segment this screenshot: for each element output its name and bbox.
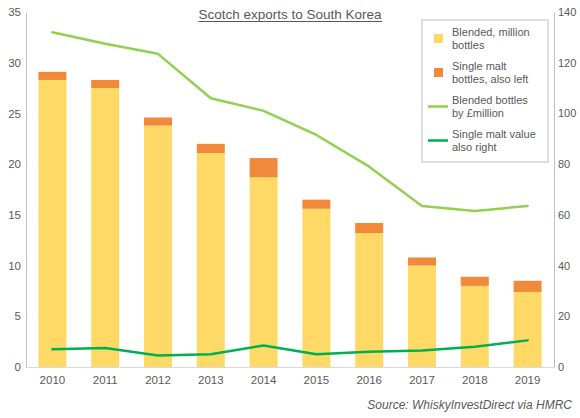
bar — [355, 223, 383, 233]
tick: 120 — [554, 57, 576, 69]
tick-label: 2015 — [304, 374, 330, 386]
y-axis-line — [26, 13, 27, 368]
tick-label: 100 — [558, 107, 576, 119]
legend-swatch — [428, 105, 448, 108]
legend: Blended, million bottles Single malt bott… — [422, 20, 548, 162]
legend-label: Blended bottles by £million — [452, 94, 531, 119]
tick: 30 — [8, 57, 26, 69]
tick: 2015 — [304, 367, 330, 386]
tick: 15 — [8, 209, 26, 221]
tick-label: 25 — [8, 108, 21, 120]
tick: 35 — [8, 6, 26, 18]
line — [52, 340, 527, 355]
bar — [197, 153, 225, 367]
tick-label: 2017 — [409, 374, 435, 386]
tick-label: 15 — [8, 209, 21, 221]
tick: 140 — [554, 6, 576, 18]
bar — [302, 209, 330, 367]
tick-label: 2019 — [515, 374, 541, 386]
y-axis: 0 5 10 15 20 25 30 35 — [8, 6, 26, 373]
tick: 2016 — [356, 367, 382, 386]
tick-label: 80 — [558, 158, 570, 170]
legend-label: Single malt bottles, also left — [452, 60, 528, 85]
legend-box — [422, 20, 548, 162]
legend-swatch — [428, 139, 448, 142]
bar — [38, 72, 66, 80]
tick-label: 2013 — [198, 374, 224, 386]
tick-label: 2014 — [251, 374, 277, 386]
tick: 20 — [554, 310, 570, 322]
tick: 40 — [554, 260, 570, 272]
tick-label: 140 — [558, 6, 576, 18]
bar — [197, 144, 225, 153]
tick-label: 120 — [558, 57, 576, 69]
bar — [144, 126, 172, 367]
tick: 2012 — [145, 367, 171, 386]
legend-label: Blended, million bottles — [452, 26, 533, 51]
tick: 2018 — [462, 367, 488, 386]
tick-label: 20 — [558, 310, 570, 322]
title: Scotch exports to South Korea — [198, 7, 382, 22]
tick: 10 — [8, 260, 26, 272]
tick: 80 — [554, 158, 570, 170]
tick: 0 — [15, 361, 26, 373]
bar — [355, 233, 383, 367]
chart: 0 5 10 15 20 25 30 35 0 20 40 60 80 100 120 140 2010 2011… — [0, 0, 580, 418]
source: Source: WhiskyInvestDirect via HMRC — [367, 398, 572, 412]
bar — [461, 286, 489, 367]
bar — [91, 88, 119, 367]
x-axis-line — [27, 367, 555, 368]
tick: 100 — [554, 107, 576, 119]
legend-swatch — [434, 34, 443, 43]
tick-label: 20 — [8, 158, 21, 170]
tick: 2017 — [409, 367, 435, 386]
tick-label: 35 — [8, 6, 21, 18]
plot-area — [38, 32, 541, 367]
legend-label: Single malt value also right — [452, 128, 539, 153]
tick: 2011 — [93, 367, 118, 386]
bar — [408, 257, 436, 265]
tick-label: 10 — [8, 260, 21, 272]
tick: 2010 — [40, 367, 66, 386]
tick-label: 2018 — [462, 374, 488, 386]
bar — [250, 158, 278, 177]
bar-series — [38, 72, 541, 292]
bar — [302, 200, 330, 209]
tick: 0 — [554, 361, 564, 373]
x-axis: 2010 2011 2012 2013 2014 2015 2016 2017 2018 2019 — [27, 367, 555, 386]
tick: 2014 — [251, 367, 277, 386]
title-underline — [198, 21, 382, 22]
tick-label: 0 — [558, 361, 564, 373]
tick: 20 — [8, 158, 26, 170]
tick: 5 — [15, 310, 26, 322]
bar — [514, 281, 542, 292]
bar — [38, 80, 66, 367]
y2-axis-line — [554, 13, 555, 368]
tick: 2013 — [198, 367, 224, 386]
tick-label: 2010 — [40, 374, 66, 386]
tick-label: 2011 — [93, 374, 118, 386]
tick: 2019 — [515, 367, 541, 386]
tick-label: 5 — [15, 310, 21, 322]
bar — [461, 277, 489, 286]
legend-swatch — [434, 68, 443, 77]
tick-label: 2016 — [356, 374, 382, 386]
bar — [144, 117, 172, 125]
tick: 25 — [8, 108, 26, 120]
tick-label: 40 — [558, 260, 570, 272]
bar — [250, 177, 278, 367]
tick-label: 30 — [8, 57, 21, 69]
tick-label: 0 — [15, 361, 21, 373]
bar — [514, 292, 542, 367]
tick-label: 2012 — [145, 374, 171, 386]
tick: 60 — [554, 209, 570, 221]
bar — [91, 80, 119, 88]
y2-axis: 0 20 40 60 80 100 120 140 — [554, 6, 576, 373]
tick-label: 60 — [558, 209, 570, 221]
